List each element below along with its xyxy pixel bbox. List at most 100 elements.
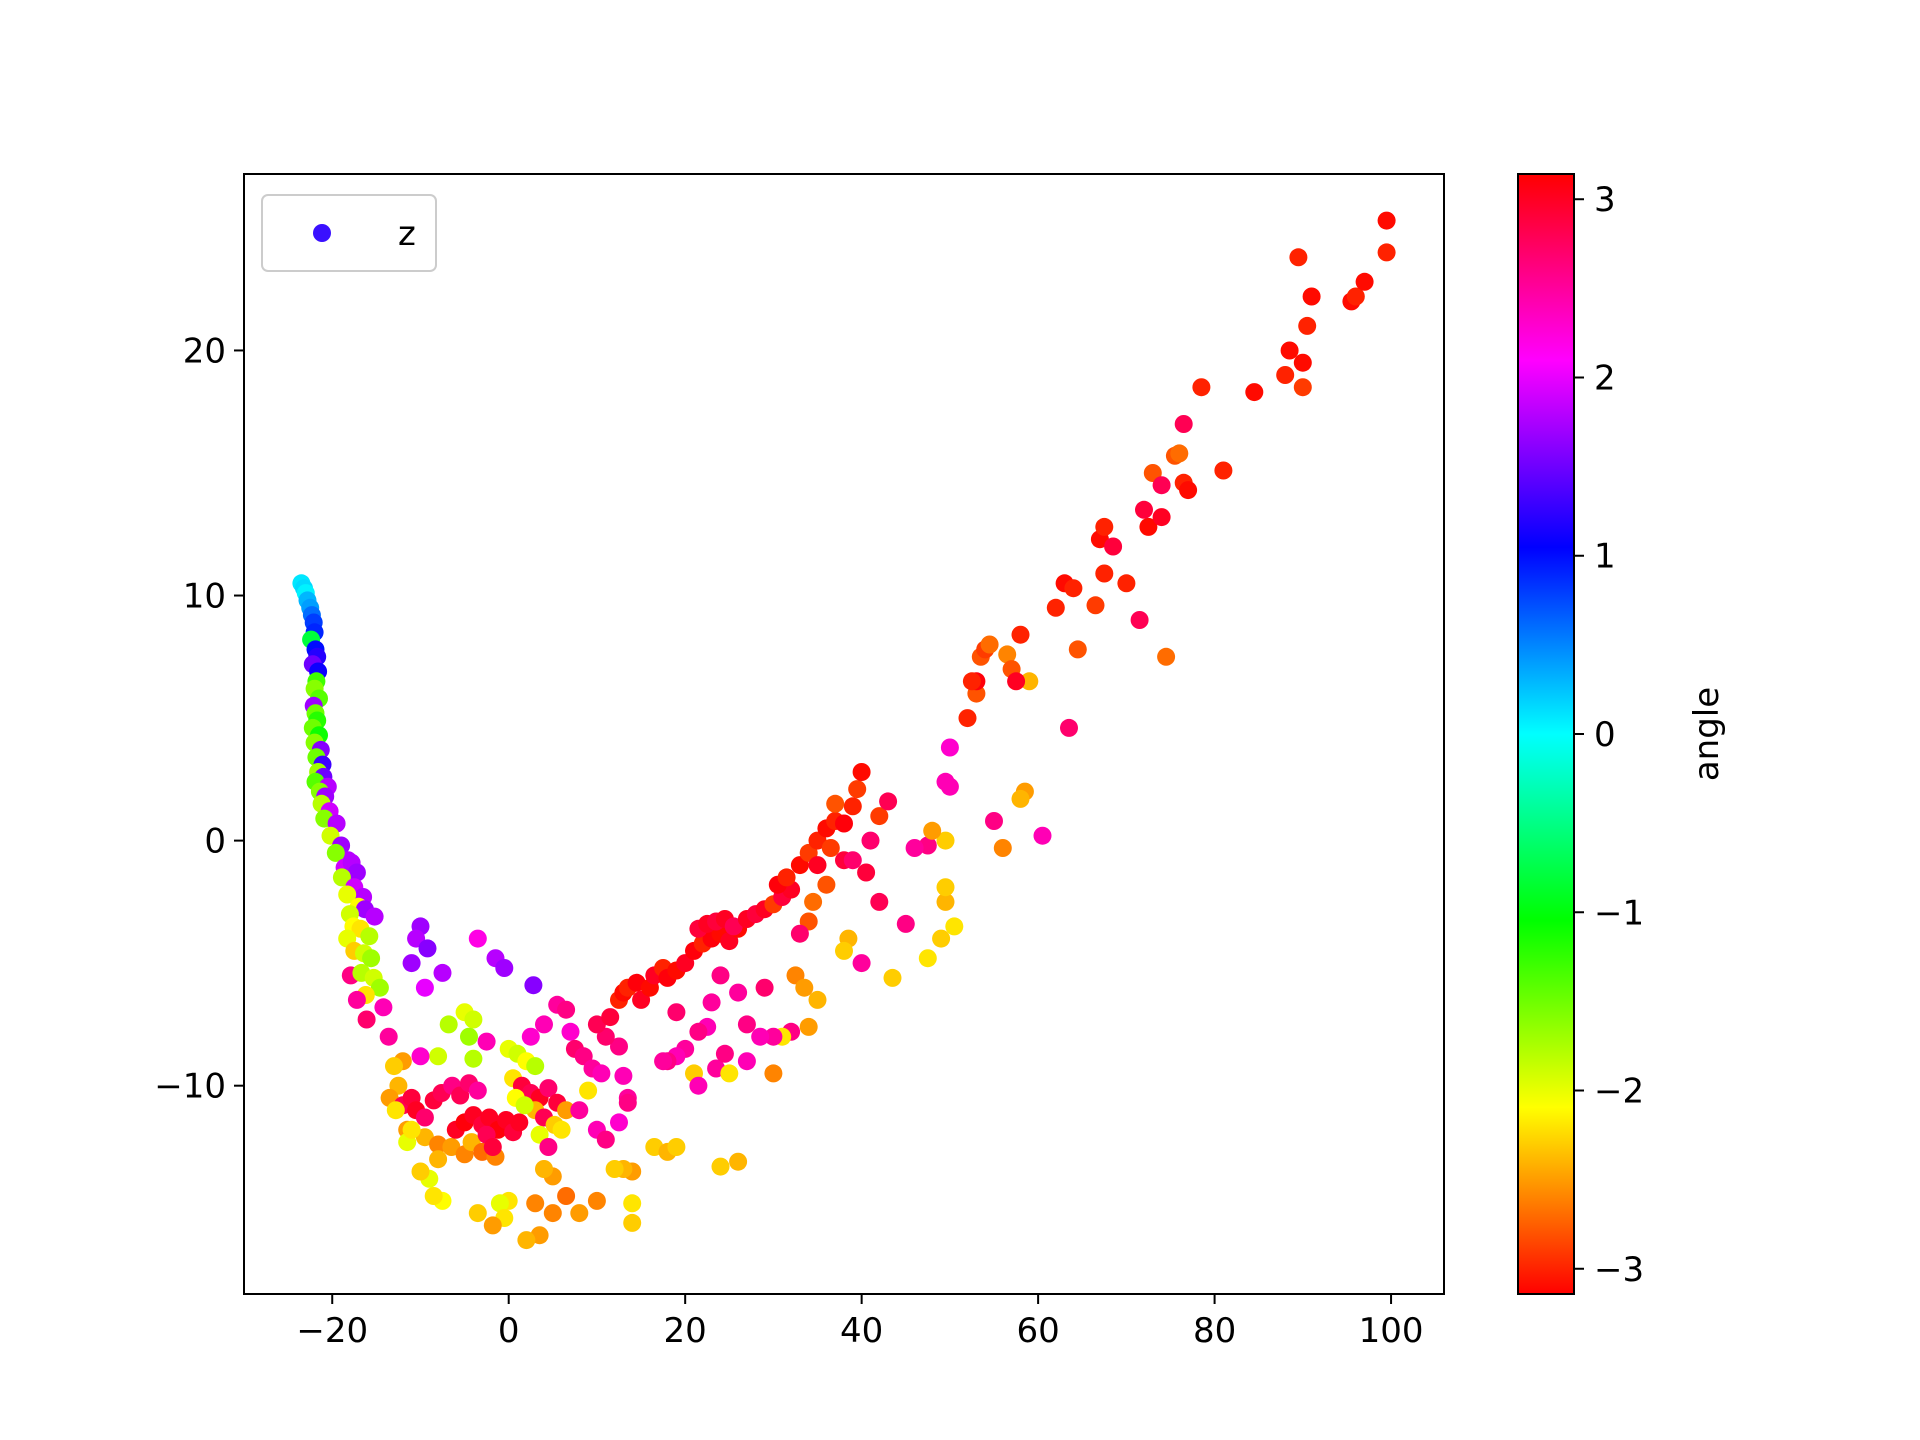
x-tick-label: 80 — [1193, 1311, 1236, 1351]
x-tick-label: 0 — [498, 1311, 520, 1351]
data-point — [1293, 353, 1312, 372]
data-point — [777, 868, 796, 887]
data-point — [1117, 574, 1136, 593]
data-point — [1095, 564, 1114, 583]
x-tick-label: 100 — [1359, 1311, 1424, 1351]
data-point — [896, 914, 915, 933]
data-point — [460, 1027, 478, 1046]
x-tick-label: 60 — [1016, 1311, 1059, 1351]
data-point — [667, 1003, 686, 1022]
data-point — [848, 780, 867, 799]
data-point — [667, 1138, 686, 1156]
data-point — [826, 794, 845, 813]
data-point — [433, 963, 452, 982]
data-point — [711, 966, 730, 985]
data-point — [808, 990, 827, 1009]
data-point — [579, 1081, 598, 1100]
data-point — [654, 1052, 673, 1071]
legend: z — [261, 194, 437, 272]
legend-marker — [313, 224, 331, 242]
data-point — [429, 1150, 448, 1169]
data-point — [386, 1101, 405, 1120]
data-point — [526, 1057, 545, 1076]
data-point — [804, 892, 823, 911]
data-point — [570, 1204, 589, 1223]
data-point — [552, 1120, 571, 1139]
colorbar-tick-label: 1 — [1594, 537, 1616, 577]
data-point — [1170, 444, 1189, 463]
data-point — [1152, 508, 1171, 527]
data-point — [932, 929, 951, 948]
data-point — [1135, 500, 1153, 519]
data-point — [936, 892, 955, 911]
data-point — [535, 1160, 553, 1178]
data-point — [817, 875, 836, 894]
data-point — [720, 1064, 739, 1083]
data-point — [936, 831, 955, 850]
data-point — [374, 998, 393, 1017]
colorbar-tick-label: 2 — [1594, 358, 1616, 398]
data-point — [623, 1194, 642, 1213]
plot-frame — [243, 173, 1445, 1295]
data-point — [415, 1108, 434, 1127]
data-point — [1293, 378, 1312, 397]
colorbar-tick-label: −1 — [1594, 893, 1644, 933]
data-point — [923, 821, 942, 840]
data-point — [385, 1057, 403, 1076]
data-point — [415, 1128, 434, 1147]
data-point — [1302, 287, 1321, 306]
data-point — [557, 1187, 576, 1205]
colorbar-tick-label: −3 — [1594, 1250, 1644, 1290]
data-point — [402, 1120, 421, 1139]
data-point — [1355, 272, 1374, 291]
legend-box — [261, 194, 437, 272]
data-point — [998, 645, 1017, 664]
data-point — [843, 851, 862, 870]
data-point — [1276, 366, 1295, 384]
data-point — [587, 1015, 606, 1034]
data-point — [1104, 537, 1123, 556]
data-point — [729, 983, 748, 1002]
data-point — [1280, 341, 1299, 360]
data-point — [338, 885, 357, 904]
data-point — [980, 635, 999, 654]
data-point — [861, 831, 880, 850]
data-point — [347, 990, 366, 1009]
data-point — [442, 1138, 461, 1156]
data-point — [1179, 481, 1198, 500]
data-point — [764, 1027, 783, 1046]
y-tick-label: −10 — [154, 1067, 226, 1107]
colorbar-ticks: 3 2 1 0 −1 −2 −3 — [1574, 180, 1644, 1290]
colorbar-tick-label: 3 — [1594, 180, 1616, 220]
data-point — [605, 1160, 624, 1178]
data-point — [1011, 789, 1030, 808]
data-point — [535, 1015, 553, 1034]
data-point — [879, 792, 898, 811]
data-point — [332, 868, 351, 887]
data-point — [962, 672, 981, 691]
data-point — [402, 954, 421, 973]
data-point — [379, 1027, 398, 1046]
data-point — [729, 1152, 748, 1171]
data-point — [755, 978, 774, 997]
data-point — [905, 839, 924, 857]
data-point — [985, 812, 1003, 830]
data-point — [510, 1113, 529, 1132]
data-point — [843, 797, 862, 816]
data-point — [1068, 640, 1087, 659]
data-point — [1377, 211, 1396, 230]
data-point — [468, 1081, 487, 1100]
data-point — [835, 941, 853, 960]
data-point — [958, 709, 977, 728]
data-point — [592, 1064, 611, 1083]
data-point — [601, 1008, 620, 1027]
data-point — [526, 1194, 545, 1213]
data-point — [357, 1010, 376, 1029]
data-point — [610, 1037, 628, 1056]
data-point — [702, 993, 721, 1012]
data-point — [468, 1204, 487, 1223]
data-point — [464, 1010, 483, 1029]
data-point — [365, 907, 384, 926]
data-point — [1060, 718, 1078, 737]
